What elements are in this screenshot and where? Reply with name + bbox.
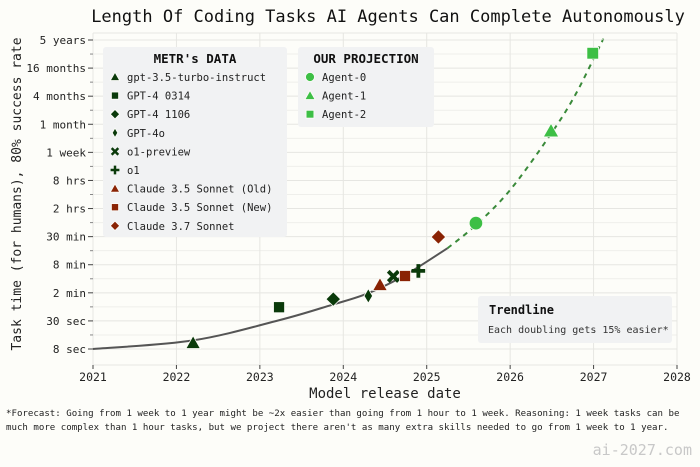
legend-marker-icon xyxy=(109,108,121,120)
legend-entry-label: Agent-2 xyxy=(322,109,366,121)
y-tick-label: 4 months xyxy=(33,90,86,103)
legend-marker-icon xyxy=(111,127,119,139)
data-point-agent-1 xyxy=(542,122,560,138)
y-tick-label: 2 hrs xyxy=(53,203,86,216)
data-point-claude-3-7-sonnet xyxy=(430,229,447,245)
data-point-gpt-4-1106 xyxy=(325,291,342,307)
legend-entry-label: Claude 3.5 Sonnet (New) xyxy=(127,202,272,214)
data-points xyxy=(185,46,599,349)
legend-background xyxy=(298,47,434,127)
legend-marker-icon xyxy=(109,71,121,81)
x-tick-label: 2022 xyxy=(163,370,191,384)
chart-title: Length Of Coding Tasks AI Agents Can Com… xyxy=(91,7,685,27)
axes: 8 sec 30 sec 2 min 8 min 30 min 2 hrs 8 hrs 1 w… xyxy=(26,34,691,384)
y-tick-label: 30 sec xyxy=(46,315,86,328)
x-tick-label: 2027 xyxy=(580,370,608,384)
x-tick-label: 2021 xyxy=(79,370,107,384)
legend-marker-icon xyxy=(304,89,316,100)
watermark: ai-2027.com xyxy=(592,441,692,459)
legend-entry-label: o1 xyxy=(127,165,140,177)
legend-entry-label: Agent-0 xyxy=(322,72,366,84)
legend-entry-label: Claude 3.7 Sonnet xyxy=(127,221,234,233)
legend-entry-label: o1-preview xyxy=(127,146,191,158)
y-axis-label: Task time (for humans), 80% success rate xyxy=(10,37,25,350)
legend-entry-label: Agent-1 xyxy=(322,91,366,103)
legend-marker-icon xyxy=(110,147,120,156)
x-tick-label: 2023 xyxy=(246,370,274,384)
trendline-solid xyxy=(92,247,449,350)
legend-marker-icon xyxy=(110,165,120,175)
data-point-gpt-4-0314 xyxy=(273,301,285,314)
y-tick-label: 1 month xyxy=(40,118,86,131)
data-point-o1 xyxy=(411,264,426,278)
legend-metr-data: METR's DATA gpt-3.5-turbo-instruct GPT-4 0… xyxy=(103,47,287,237)
legend-marker-icon xyxy=(305,109,315,119)
data-point-gpt-4o xyxy=(363,287,374,304)
trendline-dashed-projection xyxy=(446,38,605,249)
legend-our-projection: OUR PROJECTION Agent-0 Agent-1 Agent-2 xyxy=(298,47,434,127)
legend-title: METR's DATA xyxy=(154,51,237,66)
data-point-claude-3-5-sonnet-new- xyxy=(399,270,411,282)
y-tick-label: 8 sec xyxy=(53,343,86,356)
legend-entry-label: GPT-4 1106 xyxy=(127,109,190,121)
annotation-title: Trendline xyxy=(489,303,554,317)
legend-entry-label: Claude 3.5 Sonnet (Old) xyxy=(127,184,272,196)
data-point-agent-2 xyxy=(586,46,599,60)
legend-marker-icon xyxy=(111,203,119,212)
legend-entry-label: GPT-4o xyxy=(127,128,165,140)
legend-entry-label: gpt-3.5-turbo-instruct xyxy=(127,72,266,84)
data-point-gpt-3-5-turbo-instruct xyxy=(185,334,202,349)
y-tick-label: 5 years xyxy=(40,34,86,47)
legend-marker-icon xyxy=(109,220,121,232)
y-tick-label: 8 min xyxy=(53,259,86,272)
annotation-text: Each doubling gets 15% easier* xyxy=(488,325,669,336)
legend-marker-icon xyxy=(109,183,121,193)
y-tick-label: 1 week xyxy=(46,146,86,159)
x-tick-label: 2028 xyxy=(663,370,691,384)
x-tick-label: 2026 xyxy=(496,370,524,384)
y-tick-label: 30 min xyxy=(46,231,86,244)
legend-marker-icon xyxy=(111,91,119,100)
x-tick-label: 2025 xyxy=(413,370,441,384)
x-tick-label: 2024 xyxy=(329,370,357,384)
legend-entry-label: GPT-4 0314 xyxy=(127,91,190,103)
legend-title: OUR PROJECTION xyxy=(313,51,418,66)
y-tick-label: 8 hrs xyxy=(53,174,86,187)
data-point-o1-preview xyxy=(386,269,400,283)
trendline-annotation: Trendline Each doubling gets 15% easier* xyxy=(478,296,672,343)
data-point-agent-0 xyxy=(468,216,484,231)
y-tick-label: 2 min xyxy=(53,287,86,300)
legend-background xyxy=(103,47,287,237)
data-point-claude-3-5-sonnet-old- xyxy=(372,276,388,291)
x-axis-label: Model release date xyxy=(309,386,461,402)
legend-marker-icon xyxy=(305,72,315,82)
y-tick-label: 16 months xyxy=(26,62,86,75)
footnote: *Forecast: Going from 1 week to 1 year m… xyxy=(6,409,680,433)
